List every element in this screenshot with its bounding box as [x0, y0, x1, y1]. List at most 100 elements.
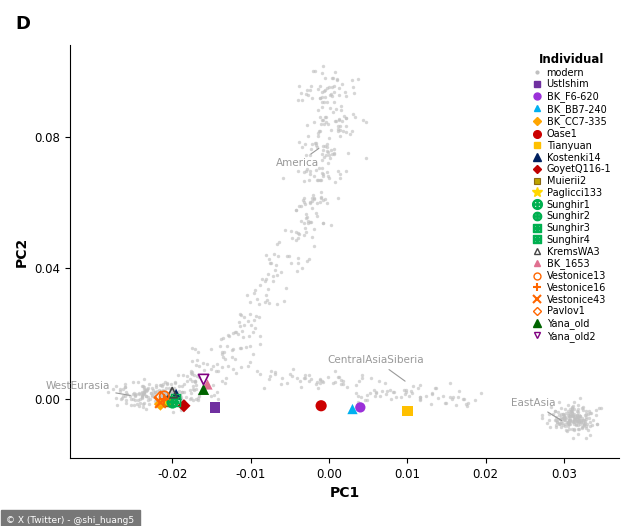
- Point: [573, 415, 583, 423]
- Point: [581, 421, 591, 430]
- Point: [218, 333, 228, 342]
- Point: [350, 113, 360, 122]
- Point: [307, 140, 317, 148]
- Point: [377, 387, 387, 395]
- Point: [576, 424, 586, 432]
- Point: [236, 363, 246, 371]
- Point: [370, 392, 380, 400]
- Point: [245, 298, 255, 306]
- Point: [577, 404, 587, 412]
- Point: [162, 401, 172, 410]
- Point: [329, 82, 339, 90]
- Point: [151, 380, 161, 389]
- Point: [139, 382, 150, 391]
- Point: [297, 95, 307, 104]
- Point: [294, 137, 304, 146]
- Point: [313, 384, 323, 392]
- Point: [560, 416, 570, 424]
- Point: [160, 387, 170, 395]
- Point: [156, 387, 166, 396]
- Point: [555, 415, 565, 423]
- Point: [347, 127, 357, 135]
- Point: [333, 194, 343, 203]
- Point: [564, 425, 574, 433]
- Point: [330, 149, 340, 157]
- Point: [306, 145, 316, 153]
- Point: [235, 309, 245, 318]
- Point: [174, 394, 184, 402]
- Point: [188, 385, 198, 393]
- Point: [311, 139, 321, 147]
- Point: [292, 267, 302, 276]
- Point: [313, 176, 323, 184]
- Point: [316, 194, 326, 202]
- Point: [224, 331, 235, 340]
- Point: [260, 276, 270, 285]
- Point: [205, 365, 216, 373]
- Point: [568, 418, 578, 427]
- Point: [175, 390, 185, 399]
- Point: [340, 88, 350, 96]
- Point: [564, 408, 574, 417]
- Point: [191, 361, 201, 370]
- Point: [190, 345, 200, 353]
- Point: [103, 388, 113, 396]
- Point: [380, 378, 391, 387]
- Point: [567, 409, 577, 417]
- Point: [307, 94, 318, 102]
- Point: [171, 398, 181, 406]
- Point: [559, 416, 569, 424]
- Point: [567, 401, 578, 410]
- Point: [302, 86, 312, 94]
- Point: [297, 143, 307, 151]
- Point: [585, 409, 595, 417]
- Point: [187, 370, 197, 378]
- Point: [302, 257, 313, 265]
- Point: [187, 344, 197, 352]
- Point: [326, 145, 336, 154]
- Point: [260, 298, 270, 306]
- Point: [579, 420, 589, 428]
- Point: [108, 385, 119, 393]
- Point: [136, 388, 146, 396]
- Point: [341, 114, 351, 122]
- Point: [178, 380, 188, 388]
- Point: [553, 414, 563, 423]
- Point: [238, 332, 249, 341]
- Point: [311, 139, 321, 147]
- Point: [171, 378, 181, 387]
- Text: D: D: [15, 15, 30, 33]
- Point: [579, 416, 589, 424]
- Point: [309, 66, 320, 75]
- Point: [592, 420, 602, 429]
- Point: [438, 392, 448, 401]
- Point: [573, 408, 583, 417]
- Point: [293, 234, 303, 242]
- Point: [313, 143, 323, 151]
- Point: [209, 391, 219, 399]
- Point: [332, 76, 342, 85]
- Point: [313, 85, 323, 93]
- Point: [335, 106, 346, 115]
- Point: [337, 80, 347, 88]
- Point: [160, 390, 171, 399]
- Point: [143, 393, 153, 401]
- Point: [320, 195, 330, 204]
- Point: [156, 381, 166, 389]
- Point: [314, 375, 325, 383]
- Point: [149, 392, 159, 401]
- Point: [336, 102, 346, 110]
- Point: [309, 118, 320, 126]
- Point: [166, 389, 176, 397]
- Point: [579, 417, 590, 426]
- Point: [335, 376, 346, 384]
- Point: [572, 407, 582, 416]
- Point: [338, 377, 348, 386]
- Point: [371, 389, 381, 397]
- Point: [536, 414, 547, 422]
- Point: [235, 322, 245, 330]
- Point: [318, 378, 328, 386]
- Point: [567, 403, 577, 411]
- Point: [545, 423, 555, 431]
- Point: [163, 398, 173, 407]
